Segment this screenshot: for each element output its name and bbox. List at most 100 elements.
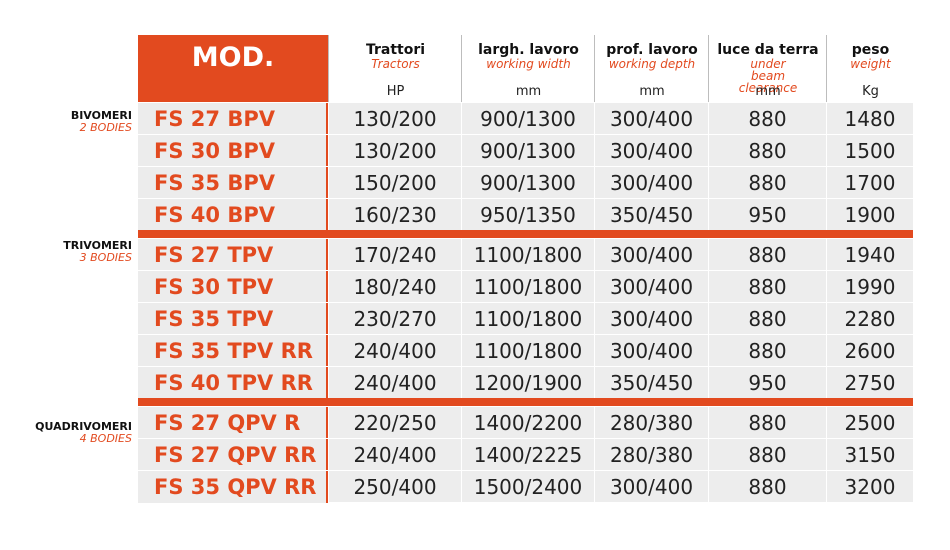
model-name: FS 35 BPV [138,167,328,199]
cell-weight: 1990 [826,271,913,303]
group-title: QUADRIVOMERI [35,420,132,433]
cell-depth: 350/450 [594,367,708,399]
cell-weight: 2280 [826,303,913,335]
cell-weight: 1480 [826,103,913,135]
cell-clearance: 880 [708,135,826,167]
cell-depth: 300/400 [594,167,708,199]
cell-width: 1400/2200 [461,407,594,439]
cell-weight: 3200 [826,471,913,503]
col-depth-unit: mm [639,84,665,99]
table-row: FS 35 BPV 150/200 900/1300 300/400 880 1… [138,166,913,199]
cell-hp: 240/400 [328,367,461,399]
table-row: FS 40 BPV 160/230 950/1350 350/450 950 1… [138,198,913,231]
model-name: FS 35 TPV RR [138,335,328,367]
col-weight-unit: Kg [862,84,879,99]
group-quadrivomeri: FS 27 QPV R 220/250 1400/2200 280/380 88… [138,406,913,503]
cell-depth: 300/400 [594,271,708,303]
col-tractors: Trattori Tractors HP [328,35,462,102]
col-width-label: largh. lavoro [478,42,579,58]
group-label-quadrivomeri: QUADRIVOMERI 4 BODIES [0,421,132,445]
cell-depth: 300/400 [594,239,708,271]
cell-clearance: 880 [708,239,826,271]
col-weight: peso weight Kg [826,35,914,102]
cell-depth: 300/400 [594,471,708,503]
cell-clearance: 880 [708,407,826,439]
col-tractors-sub: Tractors [371,57,420,71]
group-subtitle: 2 BODIES [79,121,132,134]
cell-depth: 280/380 [594,407,708,439]
cell-clearance: 880 [708,303,826,335]
cell-width: 1100/1800 [461,303,594,335]
group-bivomeri: FS 27 BPV 130/200 900/1300 300/400 880 1… [138,102,913,231]
cell-depth: 350/450 [594,199,708,231]
group-label-trivomeri: TRIVOMERI 3 BODIES [0,240,132,264]
model-name: FS 27 QPV RR [138,439,328,471]
cell-clearance: 880 [708,103,826,135]
col-weight-label: peso [851,42,890,58]
cell-hp: 130/200 [328,103,461,135]
model-name: FS 27 TPV [138,239,328,271]
cell-weight: 1940 [826,239,913,271]
col-clearance-label: luce da terra [717,42,819,58]
col-tractors-label: Trattori [365,42,426,58]
model-name: FS 40 TPV RR [138,367,328,399]
col-width: largh. lavoro working width mm [461,35,595,102]
cell-depth: 300/400 [594,303,708,335]
table-row: FS 27 TPV 170/240 1100/1800 300/400 880 … [138,238,913,271]
model-name: FS 27 QPV R [138,407,328,439]
col-width-sub: working width [486,57,571,71]
cell-hp: 150/200 [328,167,461,199]
cell-weight: 2500 [826,407,913,439]
cell-clearance: 950 [708,199,826,231]
cell-clearance: 880 [708,335,826,367]
cell-hp: 230/270 [328,303,461,335]
table-header: MOD. Trattori Tractors HP largh. lavoro … [138,35,913,102]
cell-clearance: 880 [708,471,826,503]
cell-width: 900/1300 [461,167,594,199]
col-width-unit: mm [515,84,542,99]
table-row: FS 35 TPV 230/270 1100/1800 300/400 880 … [138,302,913,335]
cell-weight: 1900 [826,199,913,231]
cell-weight: 1500 [826,135,913,167]
group-divider [138,230,913,238]
cell-width: 1100/1800 [461,335,594,367]
cell-hp: 220/250 [328,407,461,439]
cell-width: 1200/1900 [461,367,594,399]
col-tractors-unit: HP [386,84,405,99]
table-row: FS 27 QPV RR 240/400 1400/2225 280/380 8… [138,438,913,471]
cell-weight: 1700 [826,167,913,199]
group-subtitle: 3 BODIES [79,251,132,264]
table-row: FS 30 BPV 130/200 900/1300 300/400 880 1… [138,134,913,167]
group-divider [138,398,913,406]
cell-width: 1100/1800 [461,239,594,271]
cell-weight: 2600 [826,335,913,367]
cell-hp: 240/400 [328,335,461,367]
group-label-bivomeri: BIVOMERI 2 BODIES [0,110,132,134]
spec-table: MOD. Trattori Tractors HP largh. lavoro … [138,35,913,503]
table-row: FS 35 TPV RR 240/400 1100/1800 300/400 8… [138,334,913,367]
cell-weight: 3150 [826,439,913,471]
cell-depth: 280/380 [594,439,708,471]
cell-clearance: 880 [708,439,826,471]
cell-depth: 300/400 [594,103,708,135]
cell-hp: 250/400 [328,471,461,503]
table-row: FS 35 QPV RR 250/400 1500/2400 300/400 8… [138,470,913,503]
mod-header: MOD. [138,35,328,102]
cell-width: 900/1300 [461,103,594,135]
model-name: FS 30 TPV [138,271,328,303]
cell-width: 1400/2225 [461,439,594,471]
cell-hp: 130/200 [328,135,461,167]
cell-width: 1500/2400 [461,471,594,503]
cell-hp: 240/400 [328,439,461,471]
model-name: FS 30 BPV [138,135,328,167]
group-title: BIVOMERI [70,109,132,122]
table-row: FS 27 BPV 130/200 900/1300 300/400 880 1… [138,102,913,135]
table-row: FS 30 TPV 180/240 1100/1800 300/400 880 … [138,270,913,303]
cell-depth: 300/400 [594,135,708,167]
cell-clearance: 950 [708,367,826,399]
cell-width: 1100/1800 [461,271,594,303]
cell-weight: 2750 [826,367,913,399]
col-clearance-unit: mm [755,84,781,99]
model-name: FS 40 BPV [138,199,328,231]
col-depth: prof. lavoro working depth mm [594,35,709,102]
